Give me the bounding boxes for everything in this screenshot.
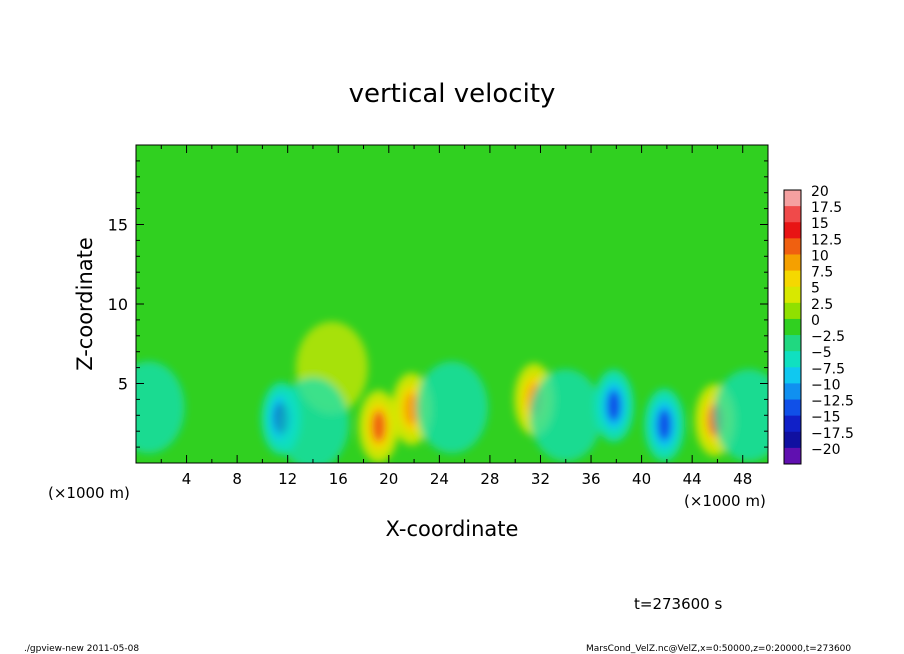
feature-core xyxy=(606,389,621,422)
chart-title: vertical velocity xyxy=(349,79,556,109)
x-tick-label: 20 xyxy=(379,470,398,488)
feature-core xyxy=(371,410,386,443)
x-unit-left: (×1000 m) xyxy=(48,484,130,502)
colorbar: 2017.51512.5107.552.50−2.5−5−7.5−10−12.5… xyxy=(783,184,854,465)
time-label: t=273600 s xyxy=(634,595,722,613)
x-unit-right: (×1000 m) xyxy=(684,492,766,510)
colorbar-swatch xyxy=(784,222,801,239)
feature-halo xyxy=(136,361,185,454)
x-tick-label: 32 xyxy=(531,470,550,488)
colorbar-label: −10 xyxy=(811,377,841,393)
colorbar-label: 17.5 xyxy=(811,200,842,216)
colorbar-swatch xyxy=(784,286,801,304)
colorbar-label: 5 xyxy=(811,281,820,297)
colorbar-swatch xyxy=(784,415,801,433)
field-feature xyxy=(416,361,488,454)
x-tick-label: 28 xyxy=(480,470,499,488)
colorbar-label: 10 xyxy=(811,248,829,264)
x-tick-label: 44 xyxy=(683,470,702,488)
field-feature xyxy=(276,377,349,463)
feature-halo xyxy=(713,369,768,462)
field-features xyxy=(136,321,768,463)
colorbar-label: −12.5 xyxy=(811,394,854,410)
footer-right: MarsCond_VelZ.nc@VelZ,x=0:50000,z=0:2000… xyxy=(586,644,851,654)
x-axis-label: X-coordinate xyxy=(386,517,519,541)
colorbar-label: −20 xyxy=(811,442,841,458)
colorbar-swatch xyxy=(784,254,801,272)
x-tick-label: 40 xyxy=(632,470,651,488)
footer-left: ./gpview-new 2011-05-08 xyxy=(24,644,139,654)
x-tick-label: 24 xyxy=(430,470,449,488)
x-axis: 4 8 12 16 20 24 28 32 36 40 44 48 xyxy=(160,145,752,488)
x-tick-label: 12 xyxy=(278,470,297,488)
colorbar-label: 0 xyxy=(811,313,820,329)
y-tick-label: 5 xyxy=(118,375,128,394)
colorbar-swatch xyxy=(784,399,801,417)
y-axis-label: Z-coordinate xyxy=(73,237,97,371)
feature-core xyxy=(657,408,672,441)
colorbar-label: 15 xyxy=(811,216,829,232)
colorbar-label: −15 xyxy=(811,410,841,426)
colorbar-swatch xyxy=(784,351,801,368)
colorbar-frame xyxy=(783,189,802,465)
colorbar-label: 7.5 xyxy=(811,265,833,281)
field-feature xyxy=(593,369,634,442)
field-feature xyxy=(136,361,185,454)
colorbar-label: −7.5 xyxy=(811,361,845,377)
colorbar-swatch xyxy=(784,431,801,449)
colorbar-label: 12.5 xyxy=(811,232,842,248)
colorbar-swatch xyxy=(784,318,801,336)
colorbar-swatch xyxy=(784,447,801,465)
colorbar-label: 2.5 xyxy=(811,297,833,313)
feature-core xyxy=(404,392,419,425)
y-tick-label: 15 xyxy=(108,216,128,235)
colorbar-label: −17.5 xyxy=(811,426,854,442)
colorbar-label: −2.5 xyxy=(811,329,845,345)
y-tick-label: 10 xyxy=(108,295,128,314)
x-tick-label: 8 xyxy=(232,470,242,488)
colorbar-swatch xyxy=(784,335,801,352)
colorbar-swatch xyxy=(784,190,801,207)
x-tick-label: 4 xyxy=(182,470,192,488)
field-feature xyxy=(358,390,399,463)
feature-halo xyxy=(529,369,602,462)
field-feature xyxy=(644,388,685,461)
colorbar-label: 20 xyxy=(811,184,829,200)
colorbar-swatch xyxy=(784,270,801,288)
x-tick-label: 48 xyxy=(733,470,752,488)
feature-halo xyxy=(416,361,488,454)
field-feature xyxy=(713,369,768,462)
field-feature xyxy=(529,369,602,462)
colorbar-label: −5 xyxy=(811,345,832,361)
colorbar-swatch xyxy=(784,238,801,255)
plot-area xyxy=(135,144,769,464)
colorbar-swatch xyxy=(784,367,801,384)
feature-halo xyxy=(276,377,349,463)
colorbar-swatch xyxy=(784,302,801,320)
colorbar-swatch xyxy=(784,383,801,401)
x-tick-label: 36 xyxy=(581,470,600,488)
x-tick-label: 16 xyxy=(329,470,348,488)
colorbar-swatch xyxy=(784,206,801,223)
y-axis: 5 10 15 xyxy=(108,160,768,448)
